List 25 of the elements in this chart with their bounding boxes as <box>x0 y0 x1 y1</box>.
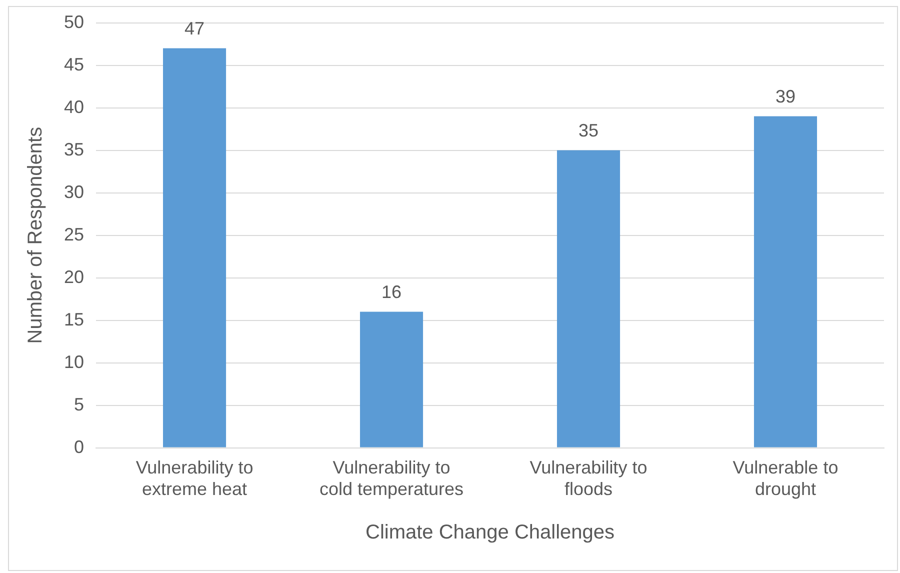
y-tick-label: 20 <box>64 266 84 287</box>
y-tick-label: 40 <box>64 96 84 117</box>
y-tick-label: 25 <box>64 224 84 244</box>
y-tick-label: 0 <box>74 436 84 457</box>
bar <box>163 48 226 448</box>
x-tick-label: Vulnerability to extreme heat <box>136 458 254 500</box>
y-tick-label: 50 <box>64 12 84 32</box>
data-label: 39 <box>775 86 796 106</box>
data-label: 35 <box>578 120 599 140</box>
x-axis-title: Climate Change Challenges <box>365 522 615 544</box>
data-label: 47 <box>184 18 205 38</box>
bar <box>754 116 818 448</box>
x-tick-label: Vulnerability to cold temperatures <box>319 458 464 500</box>
y-tick-label: 35 <box>64 139 84 160</box>
bar <box>556 150 620 448</box>
data-label: 16 <box>382 282 402 302</box>
y-tick-label: 15 <box>64 309 84 330</box>
y-tick-label: 10 <box>64 352 84 372</box>
y-axis-title: Number of Respondents <box>24 126 47 344</box>
y-tick-label: 45 <box>64 54 84 74</box>
y-tick-label: 5 <box>74 394 84 414</box>
bar <box>360 312 424 448</box>
y-tick-label: 30 <box>64 182 84 202</box>
x-tick-label: Vulnerable to drought <box>732 458 838 500</box>
x-tick-label: Vulnerability to floods <box>530 458 648 500</box>
